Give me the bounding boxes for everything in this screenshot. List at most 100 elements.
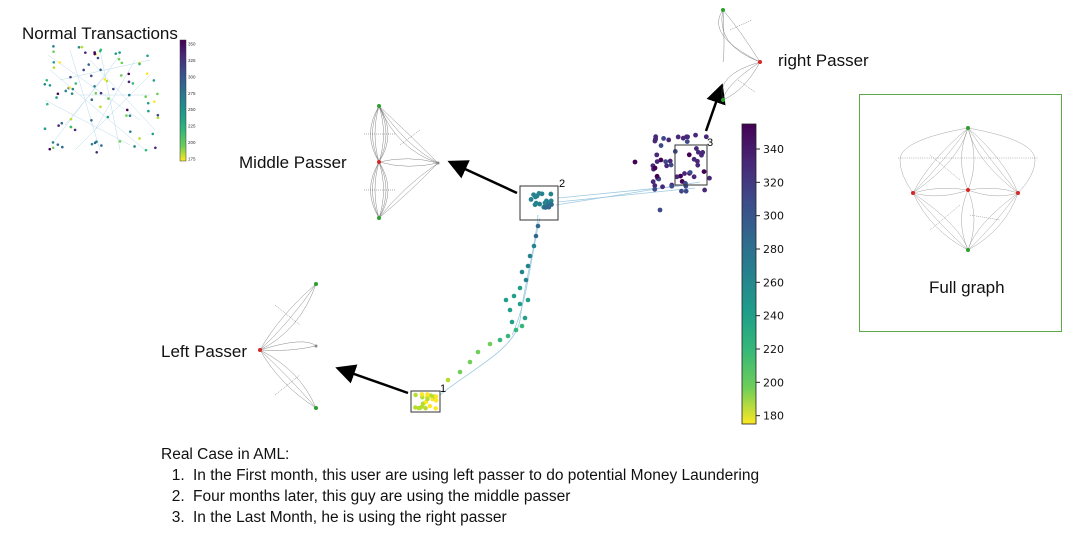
transaction-node — [632, 159, 638, 165]
normal-transaction-node — [96, 56, 100, 60]
transaction-node — [680, 135, 686, 141]
transaction-node — [433, 394, 439, 399]
transaction-node — [523, 277, 529, 283]
normal-transaction-node — [94, 91, 98, 95]
transaction-node — [475, 349, 481, 355]
normal-transaction-node — [112, 87, 115, 91]
transaction-node — [693, 132, 698, 138]
normal-transaction-node — [145, 72, 149, 75]
normal-transaction-node — [147, 109, 150, 113]
transaction-node — [666, 137, 672, 143]
colorbar-tick-label: 320 — [763, 176, 784, 189]
transaction-node — [664, 163, 670, 169]
normal-transaction-node — [133, 145, 136, 148]
normal-transaction-node — [103, 77, 106, 81]
transaction-node — [699, 152, 704, 158]
normal-transaction-node — [61, 145, 64, 149]
normal-transaction-node — [151, 132, 155, 136]
normal-transaction-node — [90, 98, 94, 102]
normal-transaction-node — [90, 118, 93, 122]
normal-transaction-node — [69, 125, 73, 129]
normal-transaction-node — [68, 86, 71, 89]
middle-passer-label: Middle Passer — [239, 153, 347, 172]
selection-box-1 — [410, 390, 441, 413]
arrow-to-middle — [447, 160, 518, 195]
normal-transaction-node — [46, 102, 49, 106]
normal-transaction-node — [48, 84, 52, 87]
transaction-node — [668, 162, 674, 168]
normal-transaction-node — [51, 146, 55, 150]
transaction-node — [535, 223, 541, 229]
normal-transaction-node — [43, 127, 47, 131]
transaction-node — [427, 403, 433, 409]
cluster-edges — [439, 181, 701, 396]
normal-transaction-node — [128, 114, 132, 118]
normal-transaction-node — [57, 124, 60, 127]
normal-transaction-node — [146, 54, 149, 58]
transaction-node — [687, 170, 693, 175]
normal-transaction-node — [99, 91, 103, 95]
transaction-node — [507, 307, 513, 313]
normal-transaction-node — [117, 57, 121, 61]
transaction-node — [445, 377, 451, 383]
main-colorbar: 340 320 300 280 260 240 220 200 180 — [741, 123, 784, 425]
colorbar-tick-label: 280 — [763, 243, 784, 256]
normal-transaction-node — [120, 61, 124, 65]
normal-transaction-node — [69, 75, 72, 79]
normal-transaction-node — [118, 51, 121, 54]
transaction-node — [428, 393, 434, 398]
notes-heading: Real Case in AML: — [161, 446, 290, 463]
transaction-node — [509, 319, 515, 325]
mini-colorbar-tick-label: 300 — [188, 74, 196, 79]
normal-transaction-node — [144, 148, 148, 152]
normal-transaction-node — [106, 115, 110, 119]
normal-transaction-node — [125, 114, 128, 117]
transaction-node — [684, 139, 690, 145]
transaction-node — [661, 136, 666, 141]
normal-transaction-node — [43, 82, 47, 86]
normal-transaction-node — [87, 63, 91, 66]
transaction-node — [667, 158, 673, 164]
transaction-node — [652, 137, 658, 142]
normal-transaction-node — [156, 92, 159, 96]
full-graph-frame — [859, 94, 1062, 332]
transaction-node — [686, 152, 692, 158]
normal-transactions-plot — [43, 45, 160, 154]
transaction-node — [652, 183, 658, 188]
left-passer-label: Left Passer — [161, 342, 247, 361]
transaction-node — [682, 171, 687, 176]
transaction-node — [695, 162, 701, 168]
normal-transaction-node — [48, 147, 52, 151]
normal-transaction-node — [95, 151, 99, 154]
transaction-node — [457, 369, 463, 375]
normal-transaction-node — [70, 92, 74, 95]
normal-transaction-node — [69, 117, 73, 121]
transaction-node — [505, 333, 511, 339]
transaction-node — [679, 188, 684, 194]
normal-transaction-node — [77, 46, 81, 49]
transaction-node — [517, 285, 523, 291]
transaction-node — [528, 197, 534, 202]
selection-box-3 — [674, 144, 708, 186]
mini-colorbar: 350 325 300 275 250 225 200 175 — [179, 39, 196, 162]
normal-transaction-node — [127, 93, 131, 97]
transaction-node — [413, 392, 418, 398]
transaction-node — [425, 396, 430, 402]
transaction-node — [652, 186, 658, 192]
colorbar-tick-label: 240 — [763, 310, 784, 323]
normal-transaction-node — [105, 79, 109, 83]
normal-transaction-node — [82, 68, 85, 72]
normal-transaction-node — [60, 121, 64, 125]
normal-transaction-node — [56, 143, 60, 146]
transaction-node — [497, 337, 503, 343]
notes-list: In the First month, this user are using … — [161, 465, 759, 528]
normal-transaction-node — [146, 101, 150, 105]
normal-transaction-node — [52, 66, 56, 69]
transaction-node — [663, 159, 669, 165]
transaction-node — [533, 233, 539, 239]
mini-colorbar-tick-label: 225 — [188, 124, 196, 129]
mini-colorbar-tick-label: 200 — [188, 140, 196, 145]
normal-transaction-node — [74, 82, 78, 85]
normal-transaction-node — [45, 78, 49, 82]
normal-transaction-node — [71, 87, 75, 91]
